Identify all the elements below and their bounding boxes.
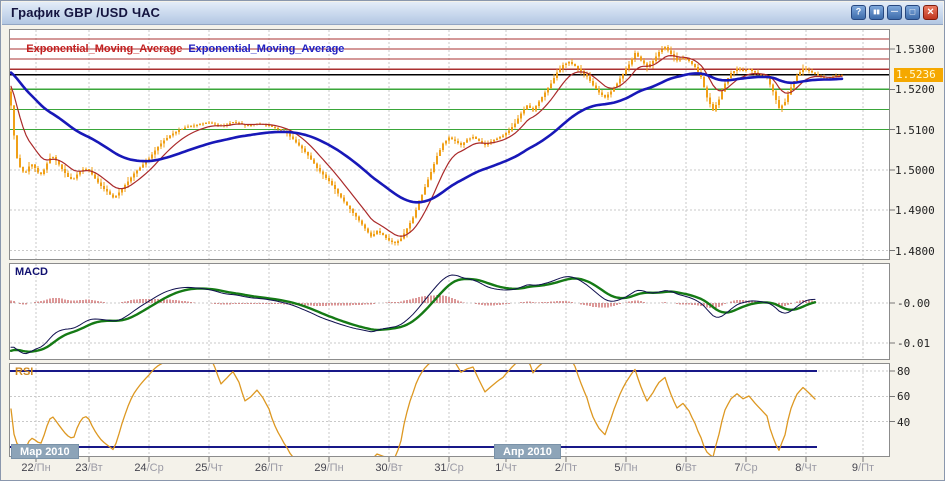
close-icon: ✕ bbox=[926, 6, 935, 17]
rsi-label: RSI bbox=[15, 366, 34, 378]
minimize-button[interactable]: — bbox=[887, 5, 902, 20]
maximize-icon: □ bbox=[909, 6, 916, 17]
rsi-axis-label: 60 bbox=[897, 390, 911, 404]
day-label: 29/Пн bbox=[314, 462, 344, 474]
minimize-icon: — bbox=[891, 8, 898, 16]
day-label: 24/Ср bbox=[134, 462, 164, 474]
day-label: 8/Чт bbox=[795, 462, 817, 474]
help-icon: ? bbox=[855, 6, 862, 17]
price-axis-label: 1.4800 bbox=[895, 244, 935, 258]
day-label: 22/Пн bbox=[21, 462, 51, 474]
day-label: 30/Вт bbox=[375, 462, 403, 474]
day-label: 2/Пт bbox=[554, 462, 578, 474]
rsi-axis-label: 80 bbox=[897, 365, 911, 378]
title-bar[interactable]: График GBP /USD ЧАС ? ▮▮ — □ ✕ bbox=[2, 2, 943, 25]
current-price-tag: 1.5236 bbox=[894, 67, 943, 82]
macd-label: MACD bbox=[15, 266, 48, 278]
day-label: 6/Вт bbox=[675, 462, 697, 474]
rsi-panel[interactable] bbox=[9, 363, 890, 457]
day-label: 31/Ср bbox=[434, 462, 464, 474]
month-tag-april: Апр 2010 bbox=[494, 444, 561, 459]
price-axis-label: 1.5100 bbox=[895, 123, 935, 137]
day-label: 9/Пт bbox=[851, 462, 875, 474]
window-title: График GBP /USD ЧАС bbox=[11, 5, 161, 20]
pause-button[interactable]: ▮▮ bbox=[869, 5, 884, 20]
month-tag-march: Мар 2010 bbox=[11, 444, 79, 459]
maximize-button[interactable]: □ bbox=[905, 5, 920, 20]
macd-panel[interactable] bbox=[9, 263, 890, 360]
price-axis-label: 1.5000 bbox=[895, 163, 935, 177]
help-button[interactable]: ? bbox=[851, 5, 866, 20]
day-label: 5/Пн bbox=[614, 462, 638, 474]
rsi-axis-label: 40 bbox=[897, 415, 911, 429]
price-axis-label: 1.5200 bbox=[895, 83, 935, 97]
close-button[interactable]: ✕ bbox=[923, 5, 938, 20]
macd-axis-label: -0.01 bbox=[897, 337, 931, 350]
macd-axis-label: -0.00 bbox=[897, 297, 931, 310]
window-controls: ? ▮▮ — □ ✕ bbox=[851, 5, 938, 20]
legend-ema-slow[interactable]: Exponential_Moving_Average bbox=[188, 43, 345, 55]
indicator-legend: Exponential_Moving_Average Exponential_Mo… bbox=[14, 31, 344, 67]
legend-ema-fast[interactable]: Exponential_Moving_Average bbox=[26, 43, 183, 55]
day-label: 26/Пт bbox=[254, 462, 284, 474]
day-label: 23/Вт bbox=[75, 462, 103, 474]
price-axis-label: 1.4900 bbox=[895, 204, 935, 218]
pause-icon: ▮▮ bbox=[873, 9, 880, 15]
day-label: 7/Ср bbox=[734, 462, 758, 474]
day-label: 1/Чт bbox=[495, 462, 517, 474]
day-label: 25/Чт bbox=[195, 462, 223, 474]
time-axis[interactable]: 22/Пн 23/Вт 24/Ср 25/Чт 26/Пт 29/Пн 30/Вт 31/Ср… bbox=[9, 457, 890, 477]
price-axis-label: 1.5300 bbox=[895, 43, 935, 56]
